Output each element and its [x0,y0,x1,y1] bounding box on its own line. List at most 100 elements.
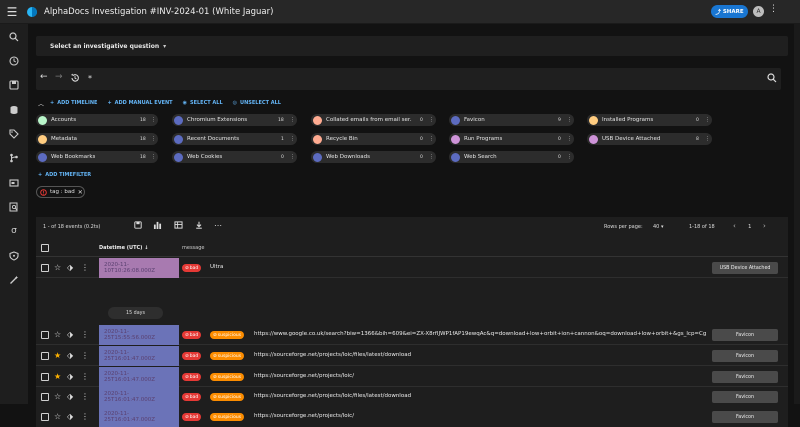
suspicious-tag-badge[interactable]: ⊘ suspicious [210,413,245,421]
suspicious-tag-badge[interactable]: ⊘ suspicious [210,393,245,401]
timeline-chip-recycle-bin[interactable]: Recycle Bin 0 ⋮ [311,133,436,145]
table-row[interactable]: ☆ ⬗ ⋮ 2020-11-25T15:55:56.000Z ⊘ bad ⊘ sus… [36,325,788,345]
timeline-chip-web-cookies[interactable]: Web Cookies 0 ⋮ [172,151,297,163]
shield-icon[interactable] [7,249,21,263]
more-vert-icon[interactable]: ⋮ [290,117,295,123]
more-vert-icon[interactable]: ⋮ [81,412,89,421]
timeline-chip-recent-documents[interactable]: Recent Documents 1 ⋮ [172,133,297,145]
search-input[interactable]: * [88,74,92,83]
row-checkbox[interactable] [41,331,49,339]
page-scrollbar[interactable] [794,24,800,404]
bad-tag-badge[interactable]: ⊘ bad [182,373,202,381]
more-vert-icon[interactable]: ⋮ [567,154,572,160]
rows-per-page-select[interactable]: 40 ▾ [653,224,664,230]
row-checkbox[interactable] [41,373,49,381]
hamburger-menu-icon[interactable]: ☰ [6,4,18,19]
dashboard-card-icon[interactable] [7,176,21,190]
timeline-chip-web-search[interactable]: Web Search 0 ⋮ [449,151,574,163]
more-vert-icon[interactable]: ⋮ [567,136,572,142]
timeline-color-dot[interactable] [451,134,460,144]
download-icon[interactable] [195,221,203,231]
forward-arrow-icon[interactable]: → [55,72,63,82]
more-vert-icon[interactable]: ⋮ [81,372,89,381]
suspicious-tag-badge[interactable]: ⊘ suspicious [210,352,245,360]
timeline-chip-favicon[interactable]: Favicon 9 ⋮ [449,114,574,126]
star-outline-icon[interactable]: ☆ [54,412,62,421]
table-row[interactable]: ★ ⬗ ⋮ 2020-11-25T16:01:47.000Z ⊘ bad ⊘ sus… [36,346,788,366]
more-vert-icon[interactable]: ⋮ [567,117,572,123]
timeline-type-button[interactable]: USB Device Attached [712,262,778,274]
search-document-icon[interactable] [7,200,21,214]
star-outline-icon[interactable]: ☆ [54,263,62,272]
more-vert-icon[interactable]: ⋮ [81,263,89,272]
suspicious-tag-badge[interactable]: ⊘ suspicious [210,373,245,381]
bad-tag-badge[interactable]: ⊘ bad [182,352,202,360]
timeline-chip-installed-programs[interactable]: Installed Programs 0 ⋮ [587,114,712,126]
more-vert-icon[interactable]: ⋮ [151,154,156,160]
close-icon[interactable]: ✕ [77,188,83,196]
more-vert-icon[interactable]: ⋮ [151,117,156,123]
tag-icon[interactable] [7,127,21,141]
timeline-color-dot[interactable] [38,152,47,162]
bad-tag-badge[interactable]: ⊘ bad [182,331,202,339]
save-icon[interactable] [7,78,21,92]
more-vert-icon[interactable]: ⋮ [290,154,295,160]
timeline-chip-usb-device-attached[interactable]: USB Device Attached 8 ⋮ [587,133,712,145]
timeline-color-dot[interactable] [451,115,460,125]
timeline-color-dot[interactable] [313,134,322,144]
timeline-color-dot[interactable] [38,134,47,144]
more-vert-icon[interactable]: ⋮ [429,154,434,160]
magic-wand-icon[interactable] [7,273,21,287]
timeline-chip-web-downloads[interactable]: Web Downloads 0 ⋮ [311,151,436,163]
collapse-caret-icon[interactable]: ︿ [38,100,45,108]
search-submit-icon[interactable] [767,73,777,86]
unselect-all-button[interactable]: ◎ UNSELECT ALL [232,100,281,106]
investigative-question-selector[interactable]: Select an investigative question ▾ [36,36,788,56]
more-vert-icon[interactable]: ⋮ [429,136,434,142]
tag-add-icon[interactable]: ⬗ [67,263,74,272]
tag-filter-chip[interactable]: tag : bad ✕ [36,186,85,198]
timeline-color-dot[interactable] [174,152,183,162]
more-vert-icon[interactable]: ⋮ [705,136,710,142]
suspicious-tag-badge[interactable]: ⊘ suspicious [210,331,245,339]
bad-tag-badge[interactable]: ⊘ bad [182,413,202,421]
prev-page-icon[interactable]: ‹ [733,222,736,230]
more-vert-icon[interactable]: ⋮ [769,4,778,14]
timeline-chip-web-bookmarks[interactable]: Web Bookmarks 18 ⋮ [36,151,158,163]
select-all-checkbox[interactable] [41,244,49,252]
save-search-icon[interactable] [134,221,142,231]
add-timefilter-button[interactable]: + ADD TIMEFILTER [38,172,92,178]
timeline-color-dot[interactable] [313,115,322,125]
table-view-icon[interactable] [174,221,183,231]
timeline-color-dot[interactable] [451,152,460,162]
tag-add-icon[interactable]: ⬗ [67,412,74,421]
row-checkbox[interactable] [41,264,49,272]
search-icon[interactable] [7,30,21,44]
row-checkbox[interactable] [41,413,49,421]
sigma-icon[interactable]: σ [11,226,17,236]
more-vert-icon[interactable]: ⋮ [81,351,89,360]
share-button[interactable]: ⤴ SHARE [711,5,748,18]
tag-add-icon[interactable]: ⬗ [67,351,74,360]
timeline-color-dot[interactable] [174,115,183,125]
add-timeline-button[interactable]: + ADD TIMELINE [50,100,98,106]
timeline-type-button[interactable]: Favicon [712,391,778,403]
timeline-color-dot[interactable] [38,115,47,125]
star-filled-icon[interactable]: ★ [54,351,62,360]
row-checkbox[interactable] [41,393,49,401]
table-row[interactable]: ☆ ⬗ ⋮ 2020-11-25T16:01:47.000Z ⊘ bad ⊘ sus… [36,407,788,427]
add-manual-event-button[interactable]: + ADD MANUAL EVENT [107,100,173,106]
star-outline-icon[interactable]: ☆ [54,392,62,401]
table-row[interactable]: ☆ ⬗ ⋮ 2020-11-25T16:01:47.000Z ⊘ bad ⊘ sus… [36,387,788,407]
more-vert-icon[interactable]: ⋮ [429,117,434,123]
timeline-type-button[interactable]: Favicon [712,371,778,383]
more-vert-icon[interactable]: ⋮ [705,117,710,123]
timeline-chip-run-programs[interactable]: Run Programs 0 ⋮ [449,133,574,145]
star-outline-icon[interactable]: ☆ [54,330,62,339]
history-icon[interactable] [70,72,80,86]
table-row[interactable]: ★ ⬗ ⋮ 2020-11-25T16:01:47.000Z ⊘ bad ⊘ sus… [36,367,788,387]
timeline-type-button[interactable]: Favicon [712,350,778,362]
histogram-icon[interactable] [153,221,162,231]
more-vert-icon[interactable]: ⋮ [81,392,89,401]
table-row[interactable]: ☆ ⬗ ⋮ 2020-11-10T10:26:08.000Z ⊘ bad Ultr… [36,258,788,278]
